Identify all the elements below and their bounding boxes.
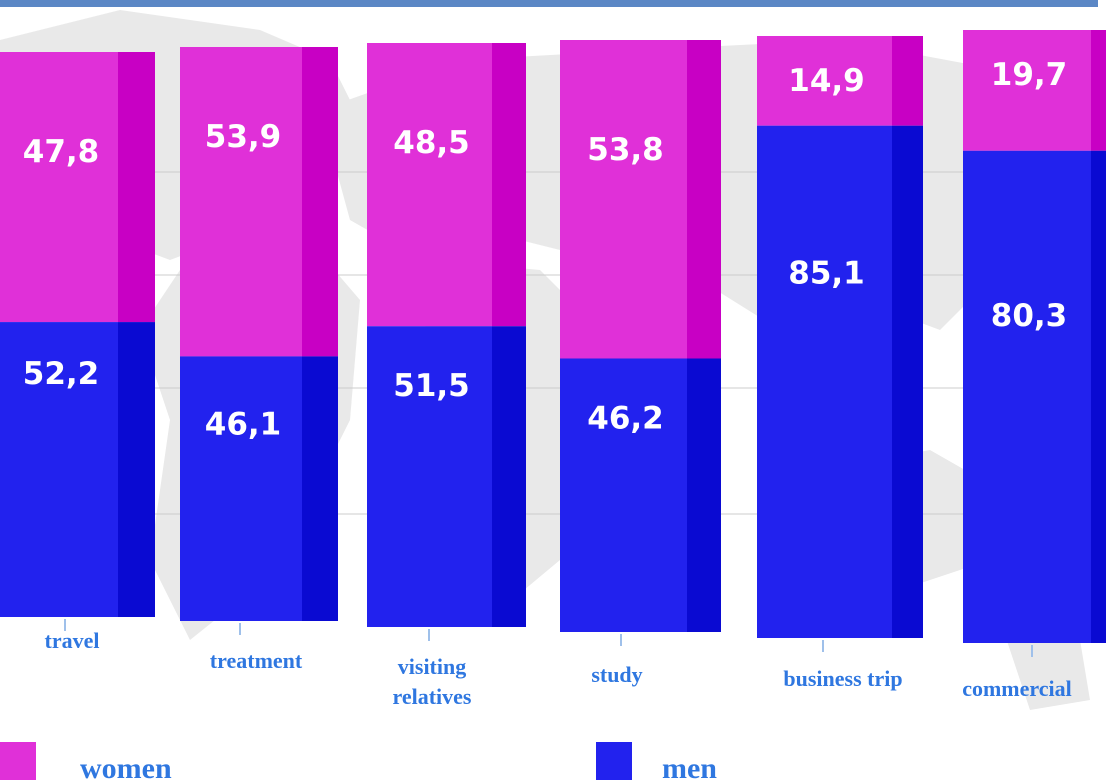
- category-label-study: study: [591, 662, 642, 687]
- value-label-men-business-trip: 85,1: [788, 256, 865, 292]
- bar-men-commercial: [963, 150, 1091, 644]
- bar-men-business-trip: [757, 125, 892, 638]
- value-label-women-travel: 47,8: [23, 134, 100, 170]
- category-label-business-trip: business trip: [783, 666, 902, 691]
- value-label-men-travel: 52,2: [23, 356, 100, 392]
- category-label-commercial: commercial: [962, 676, 1072, 701]
- bar-women-study: [560, 40, 687, 359]
- legend-swatch-men: [596, 742, 632, 780]
- category-label-visiting-relatives: visiting relatives: [392, 654, 471, 709]
- bar-women-travel: [0, 52, 118, 323]
- value-label-women-commercial: 19,7: [991, 57, 1068, 93]
- top-rule: [0, 0, 1098, 7]
- value-labels: 47,8 52,2 53,9 46,1 48,5 51,5 53,8 46,2 14,9 85,1…: [23, 57, 1068, 442]
- value-label-men-commercial: 80,3: [991, 298, 1068, 334]
- category-label-travel: travel: [45, 628, 100, 653]
- value-label-women-business-trip: 14,9: [788, 63, 865, 99]
- world-map-background: [0, 10, 1106, 710]
- bar-men-treatment: [180, 356, 302, 621]
- bar-side-men-business-trip: [892, 125, 923, 638]
- bar-side-women-commercial: [1091, 30, 1106, 151]
- bar-men-visiting-relatives: [367, 326, 492, 627]
- bar-men-travel: [0, 322, 118, 617]
- legend-swatch-women: [0, 742, 36, 780]
- bar-side-men-travel: [118, 322, 155, 617]
- legend-label-women: women: [80, 752, 172, 780]
- legend: women men: [0, 742, 717, 780]
- bar-side-women-business-trip: [892, 36, 923, 126]
- bar-women-business-trip: [757, 36, 892, 126]
- value-label-women-treatment: 53,9: [205, 119, 282, 155]
- value-label-women-visiting-relatives: 48,5: [393, 125, 470, 161]
- bars: [0, 30, 1106, 644]
- bar-side-women-study: [687, 40, 721, 359]
- value-label-women-study: 53,8: [587, 132, 664, 168]
- bar-side-women-travel: [118, 52, 155, 323]
- category-labels: travel treatment visiting relatives study bus…: [45, 628, 1072, 709]
- bar-men-study: [560, 358, 687, 632]
- x-ticks: [64, 619, 1033, 657]
- legend-label-men: men: [662, 752, 717, 780]
- bar-side-men-treatment: [302, 356, 338, 621]
- bar-women-visiting-relatives: [367, 43, 492, 327]
- bar-side-women-visiting-relatives: [492, 43, 526, 327]
- value-label-men-visiting-relatives: 51,5: [393, 368, 470, 404]
- value-label-men-treatment: 46,1: [205, 406, 282, 442]
- bar-women-treatment: [180, 47, 302, 357]
- category-label-treatment: treatment: [210, 648, 303, 673]
- value-label-men-study: 46,2: [587, 400, 664, 436]
- bar-side-men-study: [687, 358, 721, 632]
- bar-side-women-treatment: [302, 47, 338, 357]
- bar-side-men-commercial: [1091, 150, 1106, 644]
- bar-side-men-visiting-relatives: [492, 326, 526, 627]
- bar-women-commercial: [963, 30, 1091, 151]
